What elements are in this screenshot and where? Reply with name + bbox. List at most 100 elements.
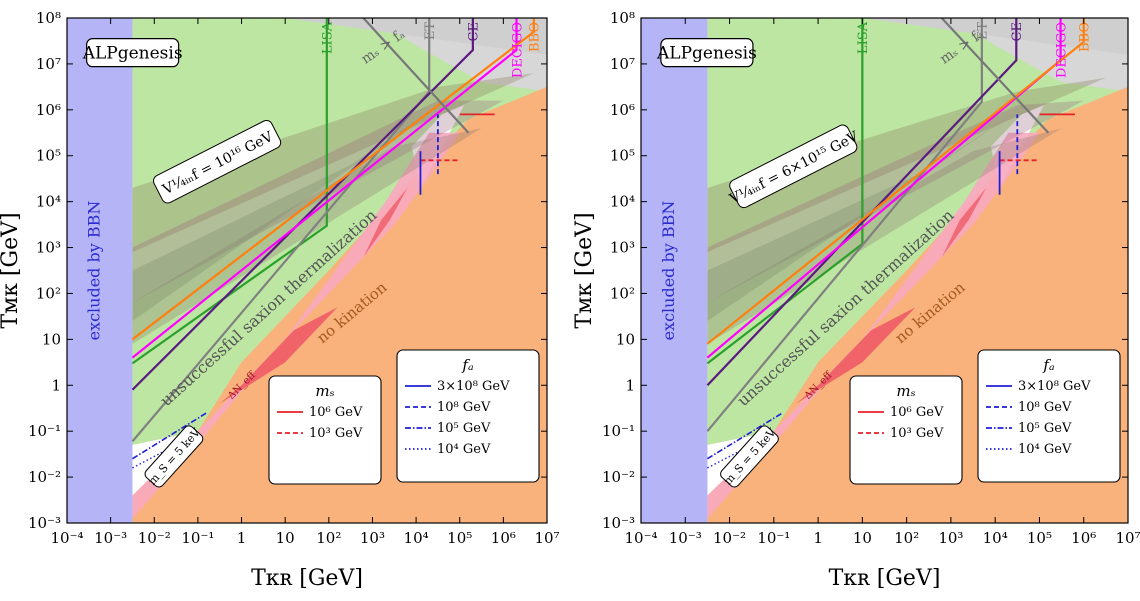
y-tick-label-2: 10⁻² [602,468,635,486]
y-tick-label-11: 10⁷ [610,55,635,73]
legend-fa-entry-4: 10⁴ GeV [1018,442,1072,457]
y-tick-label-1: 10⁻³ [602,514,635,532]
legend-ms-title: mₛ [315,382,334,400]
detector-curve-et [131,18,431,443]
label-bbn: excluded by BBN [659,201,678,341]
x-tick-label-5: 1 [813,529,823,547]
y-tick-label-7: 10³ [36,239,61,257]
plot-frame [640,17,1129,524]
y-tick-label-5: 10 [616,330,635,348]
y-tick-label-4: 1 [51,376,61,394]
x-tick-label-4: 10⁻¹ [757,529,790,547]
region-gray-top [285,18,547,55]
ms-fa-line [361,18,470,134]
legend-fa-title: fₐ [1042,356,1054,374]
y-tick-label-3: 10⁻¹ [28,422,61,440]
region-bbn [67,18,133,523]
detector-label-bbo: BBO [528,22,543,52]
x-tick-label-6: 10 [276,529,295,547]
legend-fa-entry-1: 3×10⁸ GeV [437,379,510,394]
x-tick-label-10: 10⁵ [447,529,472,547]
inflation-band-4 [707,96,1040,321]
alpgenesis-label: ALPgenesis [656,44,757,64]
y-tick-label-9: 10⁵ [36,147,61,165]
y-tick-label-5: 10 [42,330,61,348]
legend-ms-entry-1: 10⁶ GeV [890,405,944,420]
x-tick-label-8: 10³ [360,529,385,547]
alpgenesis-box: ALPgenesis [656,38,757,68]
detector-curve-ce [131,18,474,391]
detector-label-lisa: LISA [321,21,336,54]
legend-fa-entry-1: 3×10⁸ GeV [1018,379,1091,394]
y-tick-label-6: 10² [36,284,61,302]
region-dneff-2 [942,187,987,257]
legend-ms-entry-2: 10³ GeV [309,426,363,441]
x-tick-label-10: 10⁵ [1027,529,1052,547]
y-tick-label-12: 10⁸ [610,9,635,27]
y-tick-label-2: 10⁻² [28,468,61,486]
detector-label-decigo: DECIGO [510,22,525,78]
y-tick-label-11: 10⁷ [36,55,61,73]
y-tick-label-1: 10⁻³ [28,514,61,532]
detector-curve-ce [706,18,1018,387]
y-axis-label: Tᴍᴋ [GeV] [572,212,597,328]
detector-label-ce: CE [1010,22,1025,41]
label-bbn: excluded by BBN [85,201,104,341]
detector-label-decigo: DECIGO [1054,22,1069,78]
y-tick-label-10: 10⁶ [610,101,635,119]
region-dneff-2 [363,187,408,257]
detector-curve-decigo [131,18,518,359]
x-tick-label-11: 10⁶ [491,529,516,547]
detector-curve-et [706,18,983,432]
x-tick-label-7: 10² [316,529,341,547]
detector-label-bbo: BBO [1078,22,1093,52]
x-tick-label-7: 10² [894,529,919,547]
plot-frame [66,17,548,524]
detector-label-et: ET [423,22,438,40]
legend-fa: fₐ 3×10⁸ GeV 10⁸ GeV 10⁵ GeV 10⁴ GeV [977,349,1121,483]
y-tick-label-10: 10⁶ [36,101,61,119]
detector-label-lisa: LISA [856,21,871,54]
x-tick-label-12: 10⁷ [1115,529,1140,547]
fa-1e5-line [132,412,208,460]
legend-ms-entry-2: 10³ GeV [890,426,944,441]
region-dneff [796,307,916,404]
x-axis-label: Tᴋʀ [GeV] [251,566,363,591]
inflation-band-2 [707,100,1084,303]
x-tick-label-3: 10⁻² [138,529,171,547]
x-tick-label-5: 1 [237,529,247,547]
alpgenesis-box: ALPgenesis [82,38,183,68]
detector-curve-lisa [131,18,328,365]
y-tick-label-6: 10² [610,284,635,302]
x-tick-label-11: 10⁶ [1071,529,1096,547]
alpgenesis-label: ALPgenesis [82,44,183,64]
x-tick-label-1: 10⁻⁴ [624,529,657,547]
y-tick-label-12: 10⁸ [36,9,61,27]
plot-area [641,18,1128,523]
y-tick-label-8: 10⁴ [36,193,61,211]
x-tick-label-6: 10 [853,529,872,547]
legend-fa-entry-3: 10⁵ GeV [437,421,491,436]
region-bbn [641,18,708,523]
plot-area [67,18,547,523]
inflation-band-1 [707,77,1106,253]
x-tick-label-2: 10⁻³ [94,529,127,547]
x-tick-label-9: 10⁴ [404,529,429,547]
legend-ms-title: mₛ [896,382,915,400]
x-axis-label: Tᴋʀ [GeV] [829,566,941,591]
ms-fa-line [940,18,1050,134]
y-tick-label-3: 10⁻¹ [602,422,635,440]
inflation-band-2 [132,100,504,303]
x-tick-label-12: 10⁷ [534,529,559,547]
y-axis-label: Tᴍᴋ [GeV] [0,212,23,328]
x-tick-label-4: 10⁻¹ [181,529,214,547]
legend-fa: fₐ 3×10⁸ GeV 10⁸ GeV 10⁵ GeV 10⁴ GeV [396,349,540,483]
y-tick-label-9: 10⁵ [610,147,635,165]
legend-ms: mₛ 10⁶ GeV 10³ GeV [849,375,963,485]
detector-label-et: ET [976,22,991,40]
legend-ms: mₛ 10⁶ GeV 10³ GeV [268,375,382,485]
x-tick-label-9: 10⁴ [983,529,1008,547]
